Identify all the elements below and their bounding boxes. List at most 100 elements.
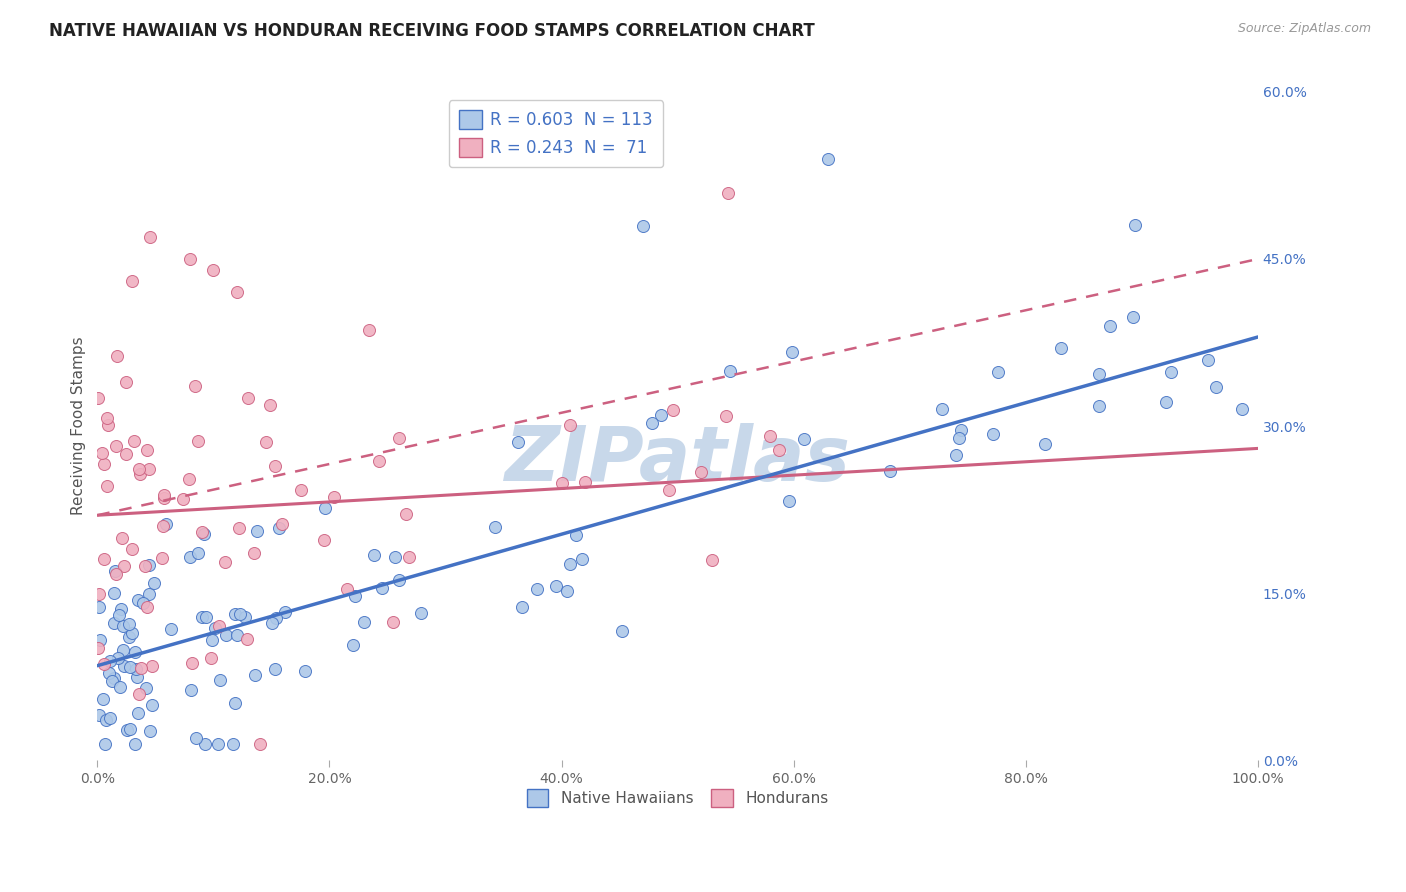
Point	[388, 574, 411, 588]
Point	[259, 398, 281, 412]
Point	[128, 467, 150, 481]
Point	[1088, 399, 1111, 413]
Point	[384, 550, 406, 565]
Point	[110, 602, 132, 616]
Point	[131, 596, 153, 610]
Point	[141, 698, 163, 712]
Point	[96, 713, 118, 727]
Point	[510, 599, 533, 614]
Point	[274, 605, 297, 619]
Point	[141, 659, 163, 673]
Point	[131, 660, 153, 674]
Point	[118, 631, 141, 645]
Point	[233, 609, 256, 624]
Point	[661, 402, 683, 417]
Point	[236, 392, 259, 406]
Point	[551, 475, 574, 490]
Point	[202, 263, 225, 277]
Point	[194, 737, 217, 751]
Point	[1230, 402, 1253, 417]
Point	[371, 581, 394, 595]
Point	[100, 653, 122, 667]
Point	[118, 723, 141, 737]
Point	[184, 731, 207, 746]
Point	[1049, 341, 1071, 355]
Point	[179, 252, 201, 266]
Point	[571, 551, 593, 566]
Point	[111, 619, 134, 633]
Point	[112, 658, 135, 673]
Point	[125, 670, 148, 684]
Point	[114, 375, 136, 389]
Point	[1156, 395, 1178, 409]
Point	[93, 457, 115, 471]
Point	[128, 687, 150, 701]
Point	[1087, 368, 1109, 382]
Point	[91, 692, 114, 706]
Point	[87, 392, 110, 406]
Point	[343, 589, 366, 603]
Legend: Native Hawaiians, Hondurans: Native Hawaiians, Hondurans	[520, 783, 834, 813]
Point	[114, 447, 136, 461]
Point	[191, 524, 214, 539]
Point	[108, 608, 131, 623]
Point	[484, 520, 506, 534]
Point	[181, 656, 204, 670]
Point	[224, 696, 246, 710]
Point	[336, 582, 359, 596]
Point	[249, 737, 271, 751]
Point	[103, 671, 125, 685]
Point	[98, 711, 121, 725]
Point	[1122, 310, 1144, 325]
Point	[135, 599, 157, 614]
Point	[312, 533, 335, 547]
Point	[87, 707, 110, 722]
Point	[209, 673, 232, 688]
Point	[560, 418, 582, 433]
Point	[716, 409, 738, 424]
Point	[700, 553, 723, 567]
Point	[104, 567, 127, 582]
Point	[101, 674, 124, 689]
Point	[125, 662, 148, 676]
Text: Source: ZipAtlas.com: Source: ZipAtlas.com	[1237, 22, 1371, 36]
Point	[323, 491, 346, 505]
Point	[191, 610, 214, 624]
Point	[981, 426, 1004, 441]
Point	[128, 462, 150, 476]
Point	[103, 586, 125, 600]
Point	[271, 517, 294, 532]
Point	[111, 531, 134, 545]
Point	[950, 423, 973, 437]
Point	[574, 475, 596, 489]
Point	[93, 737, 115, 751]
Point	[382, 615, 405, 630]
Point	[254, 434, 277, 449]
Point	[718, 364, 741, 378]
Point	[152, 518, 174, 533]
Point	[98, 666, 121, 681]
Point	[138, 587, 160, 601]
Point	[363, 548, 385, 562]
Point	[93, 657, 115, 671]
Point	[127, 706, 149, 720]
Point	[107, 651, 129, 665]
Point	[104, 439, 127, 453]
Point	[411, 607, 433, 621]
Point	[104, 564, 127, 578]
Point	[121, 626, 143, 640]
Point	[353, 615, 375, 630]
Point	[778, 494, 800, 508]
Point	[780, 344, 803, 359]
Point	[506, 434, 529, 449]
Point	[103, 616, 125, 631]
Point	[264, 661, 287, 675]
Point	[187, 546, 209, 560]
Point	[717, 186, 740, 201]
Point	[200, 651, 222, 665]
Point	[267, 521, 290, 535]
Point	[228, 521, 250, 535]
Point	[246, 524, 269, 538]
Point	[195, 609, 218, 624]
Point	[138, 229, 160, 244]
